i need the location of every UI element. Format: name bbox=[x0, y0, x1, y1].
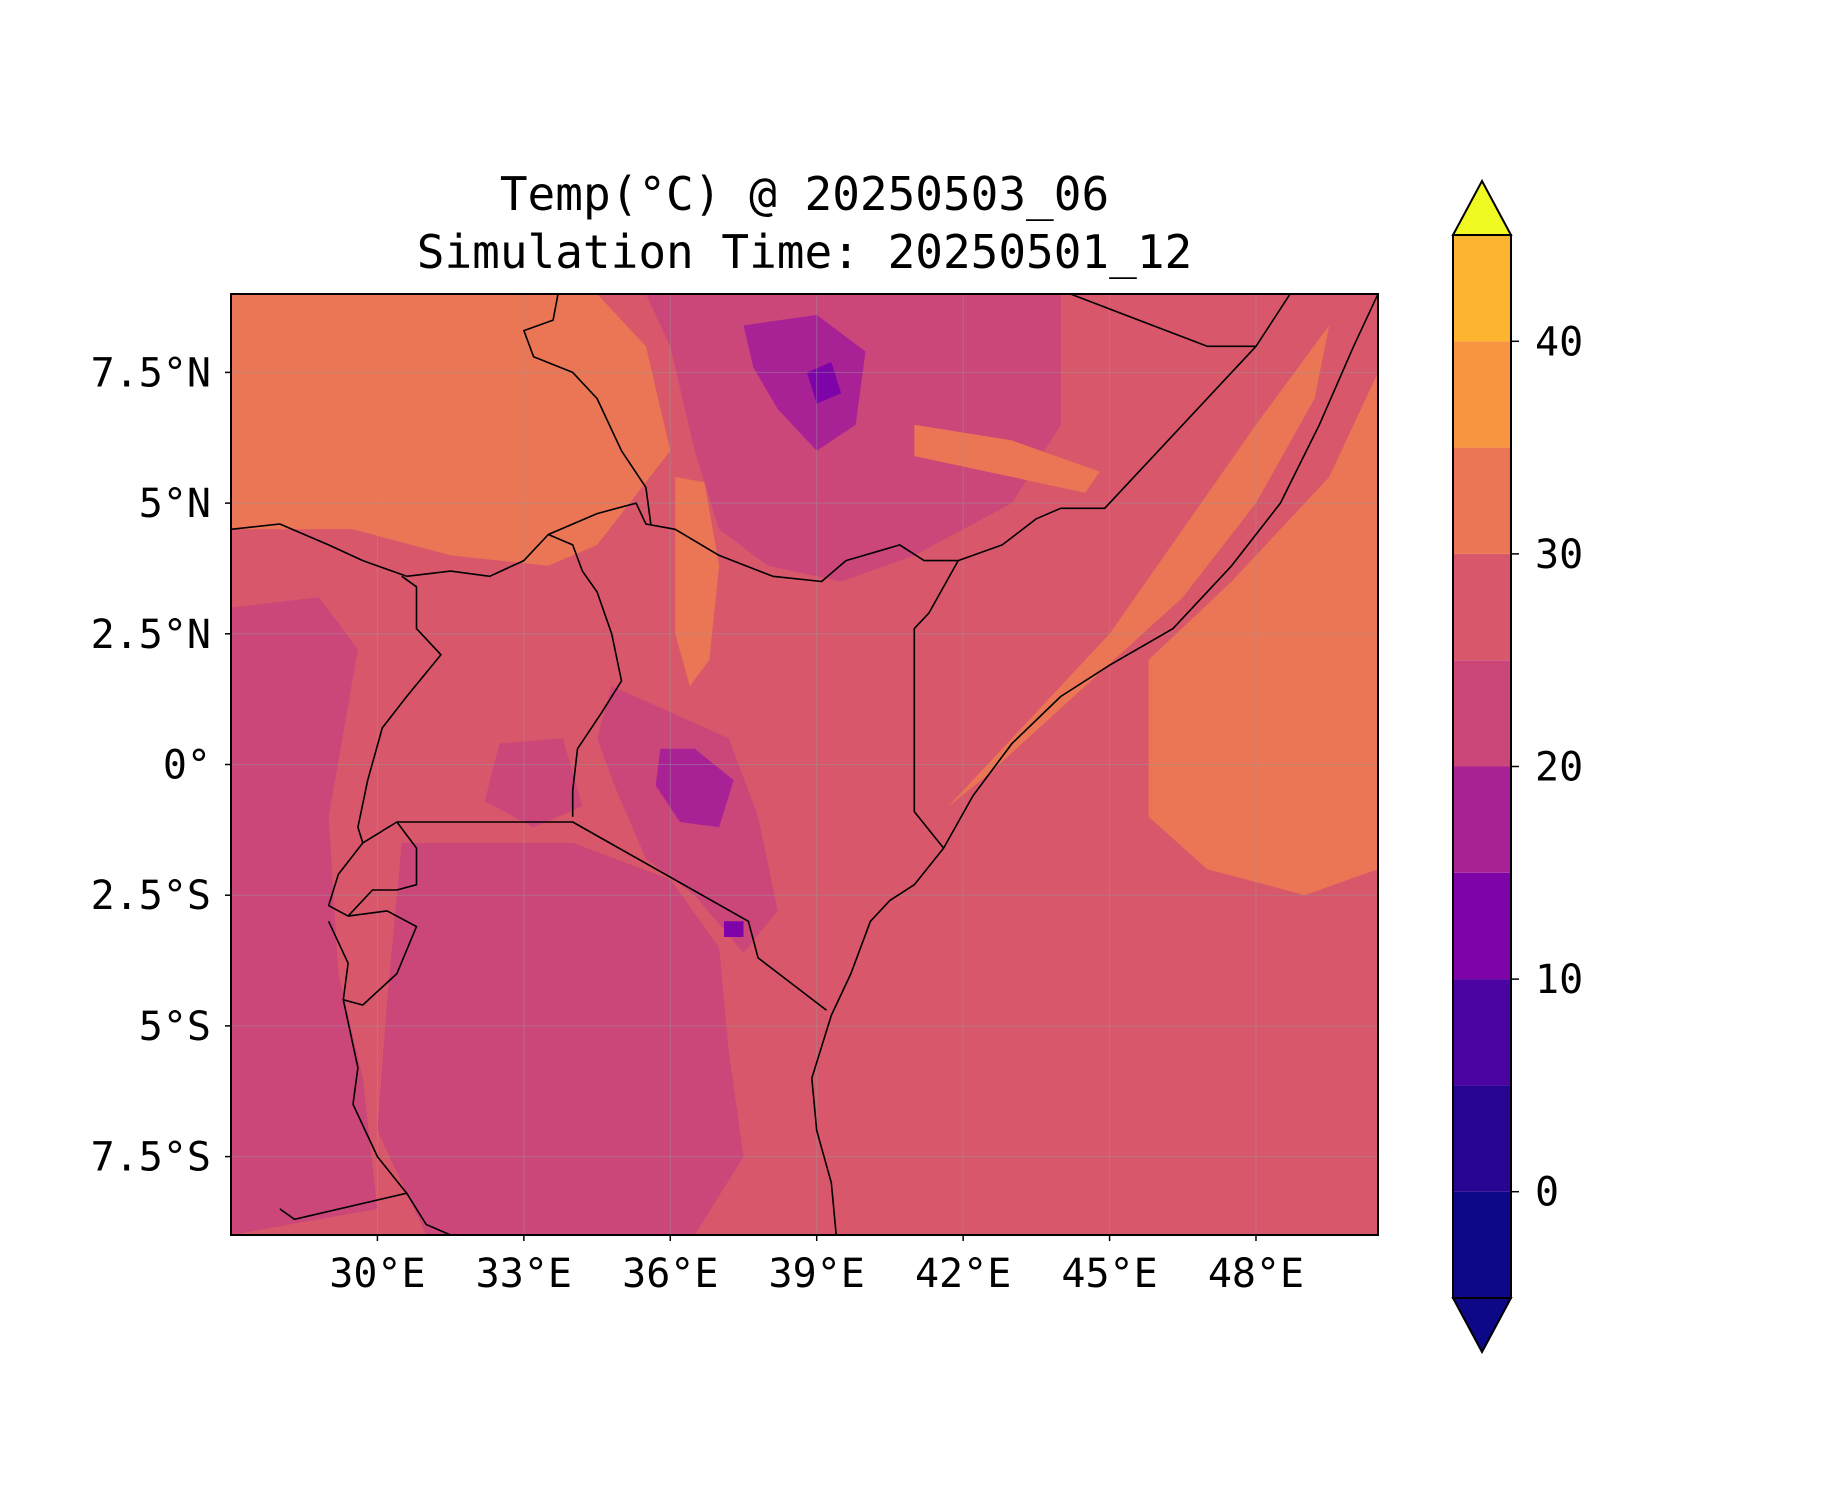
region-kenya-highlands-core bbox=[655, 748, 734, 828]
border-line bbox=[231, 502, 959, 583]
colorbar-band bbox=[1453, 979, 1511, 1086]
y-tick-label: 5°N bbox=[139, 481, 211, 527]
colorbar-band bbox=[1453, 872, 1511, 980]
colorbar-band bbox=[1453, 660, 1511, 767]
region-ogaden-warm-band bbox=[914, 424, 1100, 493]
x-tick-label: 39°E bbox=[769, 1251, 865, 1297]
x-tick-label: 30°E bbox=[329, 1251, 425, 1297]
border-line bbox=[1070, 294, 1256, 348]
colorbar-band bbox=[1453, 1191, 1511, 1298]
border-line bbox=[523, 294, 652, 525]
border-line bbox=[357, 575, 442, 844]
y-tick-label: 2.5°N bbox=[91, 612, 211, 658]
region-sudan-hot-zone bbox=[231, 294, 671, 566]
y-tick-label: 5°S bbox=[139, 1004, 211, 1050]
colorbar-band bbox=[1453, 766, 1511, 873]
border-line bbox=[396, 821, 827, 1011]
x-axis-ticks: 30°E 33°E 36°E 39°E 42°E 45°E 48°E bbox=[329, 1235, 1304, 1297]
colorbar-tick-label: 30 bbox=[1535, 532, 1583, 578]
colorbar-band bbox=[1453, 235, 1511, 342]
x-tick-label: 36°E bbox=[622, 1251, 718, 1297]
border-line bbox=[913, 560, 959, 849]
region-ethiopian-highlands bbox=[645, 294, 1061, 582]
region-tanzania-central bbox=[377, 842, 744, 1235]
map-panel bbox=[230, 293, 1379, 1236]
x-tick-label: 42°E bbox=[915, 1251, 1011, 1297]
border-line bbox=[810, 294, 1378, 1235]
border-line bbox=[547, 533, 623, 817]
colorbar-band bbox=[1453, 553, 1511, 661]
region-kilimanjaro-core bbox=[724, 921, 744, 937]
y-tick-label: 7.5°S bbox=[91, 1135, 211, 1181]
colorbar-tick-label: 20 bbox=[1535, 745, 1583, 791]
border-line bbox=[342, 999, 451, 1235]
border-line bbox=[327, 821, 418, 917]
colorbar-band bbox=[1453, 447, 1511, 554]
y-tick-label: 0° bbox=[163, 743, 211, 789]
country-borders bbox=[231, 294, 1378, 1235]
x-tick-label: 33°E bbox=[476, 1251, 572, 1297]
colorbar-tick-label: 10 bbox=[1535, 957, 1583, 1003]
colorbar-tick-label: 0 bbox=[1535, 1170, 1559, 1216]
temperature-field bbox=[231, 294, 1378, 1235]
map-title-line-2: Simulation Time: 20250501_12 bbox=[416, 225, 1193, 279]
colorbar: 0 10 20 30 40 bbox=[1451, 178, 1583, 1355]
region-rift-valley-lowland bbox=[675, 477, 720, 687]
map-title-line-1: Temp(°C) @ 20250503_06 bbox=[499, 167, 1110, 221]
region-ethiopia-peak-1 bbox=[743, 314, 866, 451]
colorbar-extend-min bbox=[1451, 1297, 1513, 1355]
region-ocean-warm-pool bbox=[1148, 372, 1378, 896]
colorbar-band bbox=[1453, 341, 1511, 448]
y-axis-ticks: 7.5°N 5°N 2.5°N 0° 2.5°S 5°S 7.5°S bbox=[91, 350, 231, 1181]
border-line bbox=[279, 1192, 407, 1221]
region-west-highlands bbox=[231, 597, 378, 1235]
border-line bbox=[327, 910, 418, 1006]
colorbar-band bbox=[1453, 1085, 1511, 1192]
y-tick-label: 2.5°S bbox=[91, 873, 211, 919]
colorbar-extend-max bbox=[1451, 178, 1513, 236]
y-tick-label: 7.5°N bbox=[91, 350, 211, 396]
region-uganda-lake-area bbox=[484, 738, 583, 828]
border-line bbox=[957, 294, 1291, 562]
region-ethiopia-peak-core bbox=[806, 362, 842, 404]
x-tick-label: 45°E bbox=[1061, 1251, 1157, 1297]
x-tick-label: 48°E bbox=[1208, 1251, 1304, 1297]
colorbar-tick-label: 40 bbox=[1535, 319, 1583, 365]
